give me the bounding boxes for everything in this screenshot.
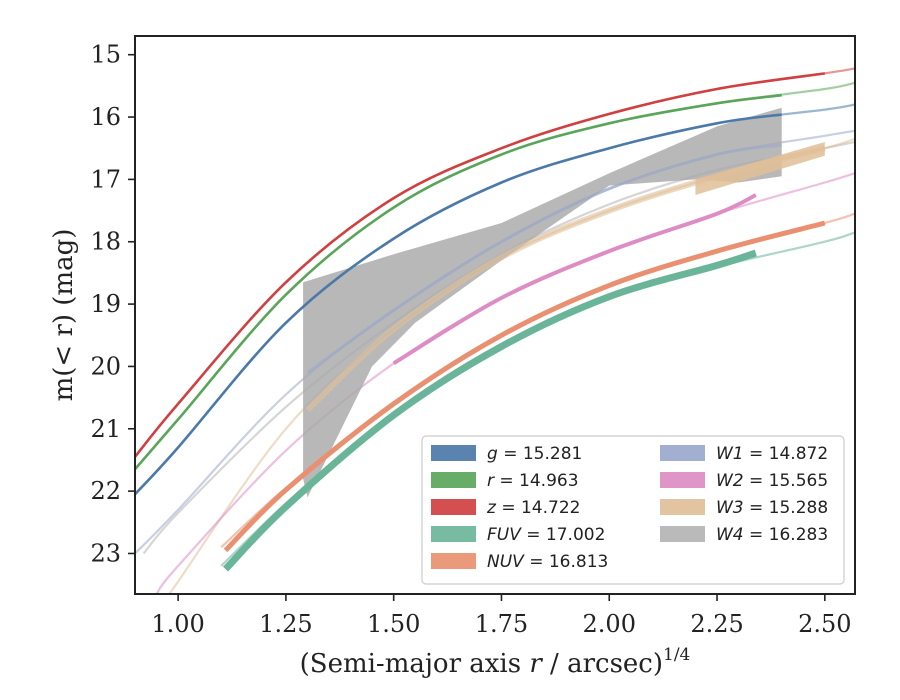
data-curve-z bbox=[135, 72, 825, 458]
data-curve-g bbox=[135, 113, 782, 496]
x-tick-label: 1.75 bbox=[475, 610, 528, 638]
y-tick-label: 22 bbox=[90, 477, 121, 505]
legend-swatch-fuv bbox=[431, 526, 476, 542]
legend: g = 15.281 r = 14.963 z = 14.722 FUV = 17.0… bbox=[421, 435, 845, 585]
y-tick-label: 19 bbox=[90, 290, 121, 318]
legend-label-nuv: NUV = 16.813 bbox=[487, 552, 608, 572]
legend-swatch-w3 bbox=[660, 499, 705, 515]
band-w3 bbox=[695, 141, 825, 195]
y-tick-label: 16 bbox=[90, 103, 121, 131]
legend-label-g: g = 15.281 bbox=[487, 444, 582, 464]
y-tick-label: 23 bbox=[90, 539, 121, 567]
y-tick-label: 15 bbox=[90, 41, 121, 69]
y-tick-label: 21 bbox=[90, 415, 121, 443]
y-tick-label: 17 bbox=[90, 165, 121, 193]
legend-swatch-w2 bbox=[660, 472, 705, 488]
legend-label-w1: W1 = 14.872 bbox=[716, 444, 828, 464]
legend-swatch-w4 bbox=[660, 526, 705, 542]
legend-label-fuv: FUV = 17.002 bbox=[487, 525, 605, 545]
x-tick-label: 1.25 bbox=[259, 610, 312, 638]
data-curve-fuv bbox=[222, 249, 757, 572]
x-axis-label: (Semi-major axis r / arcsec)1/4 bbox=[300, 645, 691, 679]
x-tick-label: 2.50 bbox=[798, 610, 851, 638]
y-tick-label: 20 bbox=[90, 352, 121, 380]
legend-swatch-g bbox=[431, 445, 476, 461]
legend-label-w2: W2 = 15.565 bbox=[716, 471, 828, 491]
legend-label-r: r = 14.963 bbox=[487, 471, 579, 491]
x-tick-label: 1.00 bbox=[151, 610, 204, 638]
plot-area bbox=[135, 67, 855, 594]
legend-label-w3: W3 = 15.288 bbox=[716, 498, 828, 518]
axis-ticks: 1.00 1.25 1.50 1.75 2.00 2.25 2.50 15 16 17 18 19 20… bbox=[90, 41, 851, 638]
x-tick-label: 1.50 bbox=[367, 610, 420, 638]
data-curve-w1 bbox=[306, 143, 782, 374]
legend-swatch-nuv bbox=[431, 553, 476, 569]
band-w4 bbox=[303, 107, 782, 498]
data-curve-w2 bbox=[392, 193, 757, 366]
legend-label-z: z = 14.722 bbox=[486, 498, 580, 518]
y-tick-label: 18 bbox=[90, 228, 121, 256]
legend-label-w4: W4 = 16.283 bbox=[716, 525, 828, 545]
plot-frame bbox=[134, 35, 856, 595]
legend-swatch-r bbox=[431, 472, 476, 488]
data-curve-nuv bbox=[223, 220, 826, 553]
x-tick-label: 2.25 bbox=[690, 610, 743, 638]
y-axis-label: m(< r) (mag) bbox=[49, 229, 79, 402]
data-curve-r bbox=[135, 93, 782, 471]
x-tick-label: 2.00 bbox=[583, 610, 636, 638]
legend-swatch-w1 bbox=[660, 445, 705, 461]
legend-box bbox=[421, 435, 845, 585]
legend-swatch-z bbox=[431, 499, 476, 515]
